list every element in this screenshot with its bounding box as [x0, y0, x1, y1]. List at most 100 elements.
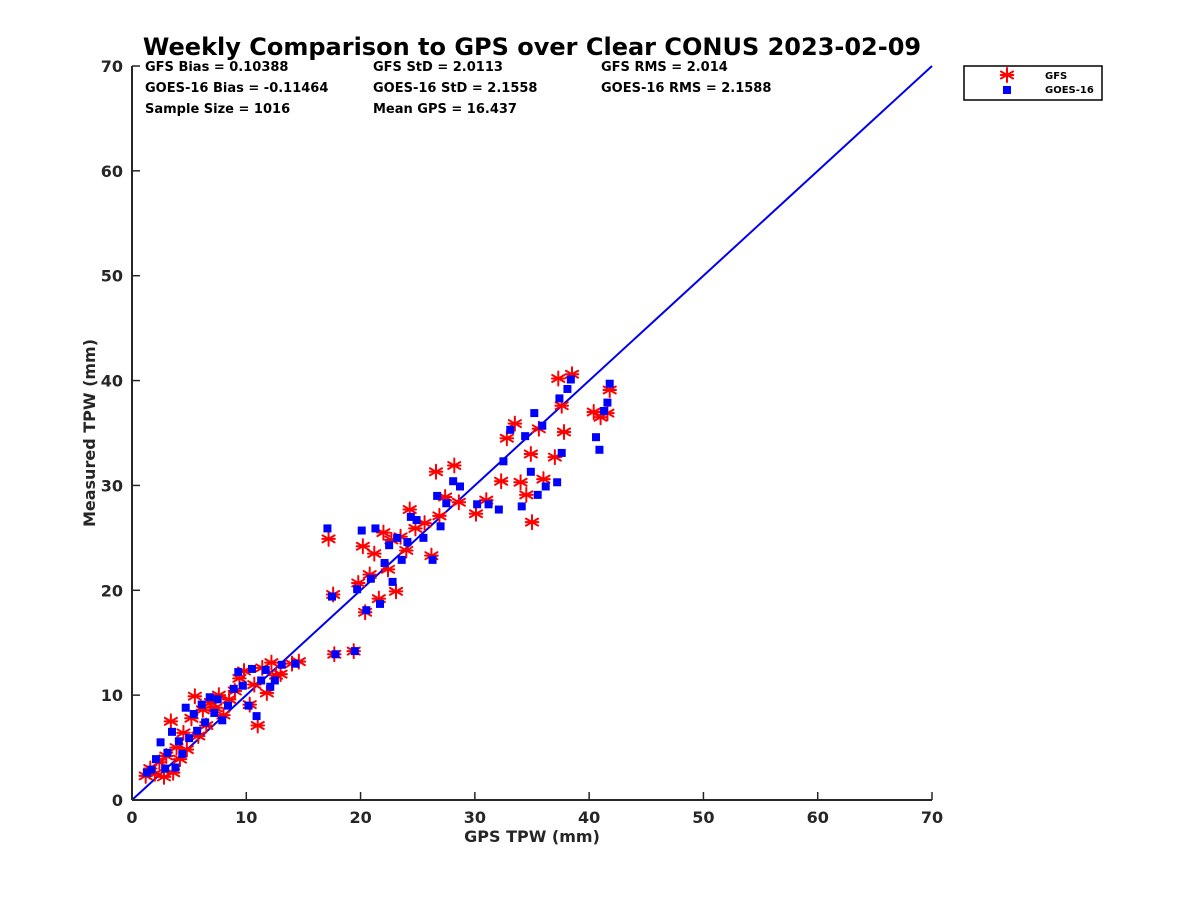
goes-16-point — [261, 665, 270, 674]
goes-16-point — [385, 541, 394, 550]
gfs-point — [250, 717, 266, 734]
y-tick-label: 70 — [101, 57, 123, 76]
goes-16-point — [291, 659, 300, 668]
goes-16-point — [147, 765, 156, 774]
goes-16-point — [533, 490, 542, 499]
goes-16-point — [178, 749, 187, 758]
gfs-point — [507, 415, 523, 432]
y-tick-label: 10 — [101, 686, 123, 705]
goes-16-point — [224, 701, 232, 710]
goes-16-point — [213, 695, 222, 704]
goes-16-point — [257, 676, 266, 685]
y-tick-label: 20 — [101, 581, 123, 600]
goes-16-point — [357, 526, 366, 535]
stat-goes-rms: GOES-16 RMS = 2.1588 — [601, 81, 771, 96]
legend-goes-16-square-icon — [1003, 86, 1011, 94]
x-tick-label: 20 — [349, 808, 371, 827]
goes-16-point — [181, 703, 190, 712]
goes-16-point — [161, 764, 170, 773]
goes-16-point — [174, 737, 183, 746]
goes-16-point — [163, 748, 172, 757]
x-tick-label: 10 — [235, 808, 257, 827]
goes-16-point — [270, 676, 279, 685]
gfs-point — [428, 463, 444, 480]
goes-16-point — [350, 647, 359, 656]
gfs-point — [273, 666, 288, 683]
y-tick-label: 30 — [101, 476, 123, 495]
goes-16-point — [244, 701, 253, 710]
goes-16-point — [185, 734, 194, 743]
goes-16-point — [156, 738, 165, 747]
gfs-point — [550, 370, 566, 387]
stat-mean-gps: Mean GPS = 16.437 — [373, 102, 517, 117]
goes-16-point — [517, 502, 526, 511]
gfs-point — [556, 423, 572, 440]
goes-16-point — [473, 500, 482, 509]
goes-16-point — [331, 650, 340, 659]
gfs-point — [513, 474, 528, 491]
goes-16-point — [406, 512, 415, 521]
goes-16-point — [266, 682, 275, 691]
goes-16-point — [419, 533, 428, 542]
x-tick-label: 50 — [692, 808, 714, 827]
gfs-point — [264, 654, 279, 671]
goes-16-point — [193, 726, 202, 735]
stat-gfs-bias: GFS Bias = 0.10388 — [145, 60, 288, 75]
gfs-point — [321, 530, 336, 547]
x-tick-label: 30 — [464, 808, 486, 827]
gfs-point — [523, 445, 539, 462]
gfs-point — [524, 514, 540, 531]
goes-16-point — [142, 768, 151, 777]
goes-16-point — [353, 585, 362, 594]
y-tick-label: 0 — [112, 791, 123, 810]
gfs-point — [179, 741, 195, 758]
gfs-point — [366, 545, 382, 562]
stat-gfs-std: GFS StD = 2.0113 — [373, 60, 503, 75]
goes-16-point — [484, 500, 493, 509]
goes-16-point — [563, 384, 572, 393]
goes-16-point — [428, 555, 437, 564]
goes-16-point — [210, 708, 219, 717]
goes-16-point — [323, 524, 332, 533]
stat-gfs-rms: GFS RMS = 2.014 — [601, 60, 728, 75]
goes-16-point — [328, 592, 336, 601]
y-tick-label: 40 — [101, 372, 123, 391]
x-tick-label: 70 — [921, 808, 943, 827]
goes-16-point — [605, 379, 614, 388]
goes-16-point — [433, 491, 442, 500]
goes-16-point — [442, 499, 451, 508]
y-tick-label: 50 — [101, 267, 123, 286]
goes-16-series — [142, 375, 614, 777]
x-axis-label: GPS TPW (mm) — [464, 827, 600, 846]
goes-16-point — [566, 375, 575, 384]
goes-16-point — [366, 574, 375, 583]
goes-16-point — [201, 718, 210, 727]
y-axis-label: Measured TPW (mm) — [80, 339, 99, 527]
goes-16-point — [538, 421, 547, 430]
goes-16-point — [592, 433, 600, 442]
gfs-point — [376, 524, 391, 541]
gfs-point — [451, 494, 467, 511]
goes-16-point — [412, 516, 421, 525]
goes-16-point — [234, 668, 243, 677]
goes-16-point — [595, 445, 604, 454]
goes-16-point — [218, 716, 227, 725]
one-to-one-reference-line — [131, 65, 933, 801]
gfs-point — [468, 505, 484, 522]
goes-16-point — [499, 457, 508, 466]
goes-16-point — [229, 684, 238, 693]
gfs-point — [187, 688, 203, 705]
goes-16-point — [456, 482, 464, 491]
goes-16-point — [449, 477, 458, 486]
legend: GFS GOES-16 — [963, 65, 1103, 101]
goes-16-point — [388, 577, 397, 586]
y-axis-ticks: 0 10 20 30 40 50 60 70 — [101, 57, 140, 810]
goes-16-point — [397, 555, 406, 564]
x-tick-label: 40 — [578, 808, 600, 827]
goes-16-point — [205, 693, 214, 702]
goes-16-point — [555, 394, 564, 403]
stat-sample-size: Sample Size = 1016 — [145, 102, 290, 117]
goes-16-point — [403, 538, 412, 547]
chart-title: Weekly Comparison to GPS over Clear CONU… — [143, 33, 921, 61]
